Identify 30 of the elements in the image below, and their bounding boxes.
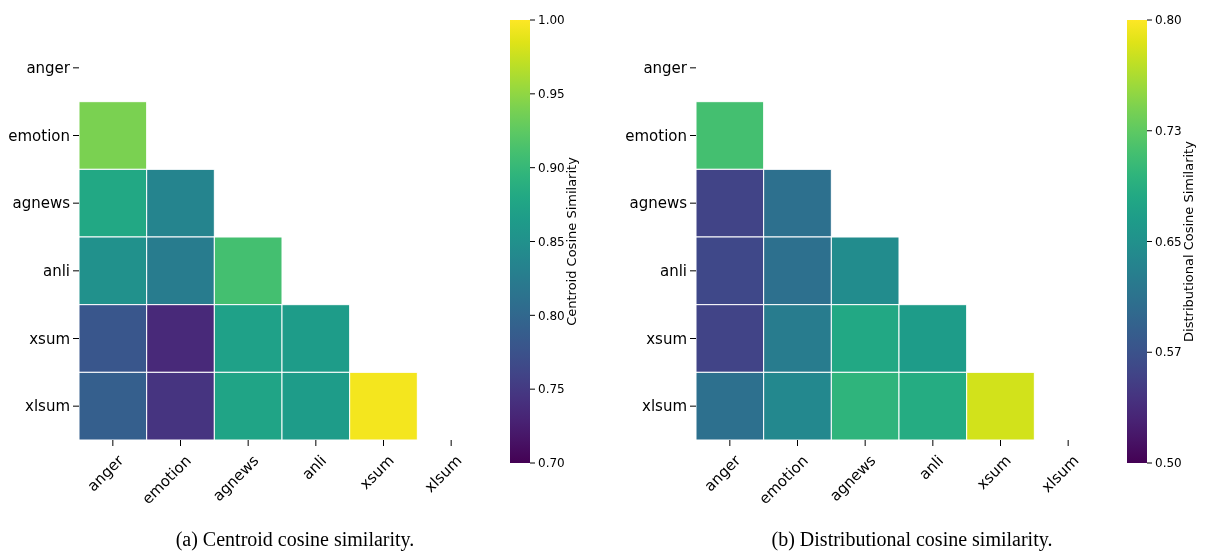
color-bar-label: 0.80: [1155, 13, 1182, 28]
y-tick-label: emotion: [8, 126, 70, 145]
color-bar-label: 0.80: [538, 308, 565, 323]
y-tick-label: xsum: [29, 329, 70, 348]
color-bar-title: Distributional Cosine Similarity: [1181, 140, 1196, 342]
color-bar-label: 0.50: [1155, 456, 1182, 471]
text: (b) Distributional cosine similarity.: [771, 528, 1053, 551]
y-tick-label: xsum: [646, 329, 687, 348]
x-tick-label: anli: [298, 451, 331, 484]
color-bar-label: 0.85: [538, 234, 565, 249]
y-tick-label: anli: [659, 262, 687, 281]
y-tick-label: anli: [42, 262, 70, 281]
y-tick-label: agnews: [629, 194, 688, 213]
y-tick-label: agnews: [12, 194, 71, 213]
y-tick-label: emotion: [625, 126, 687, 145]
color-bar-label: 0.70: [538, 456, 565, 471]
y-tick-label: anger: [643, 59, 688, 78]
color-bar-label: 0.73: [1155, 123, 1182, 138]
color-bar-label: 0.57: [1155, 345, 1182, 360]
x-tick-label: anli: [915, 451, 948, 484]
color-bar-label: 0.95: [538, 87, 565, 102]
y-tick-label: xlsum: [642, 397, 687, 416]
color-bar-label: 1.00: [538, 13, 565, 28]
y-tick-label: xlsum: [25, 397, 70, 416]
y-tick-label: anger: [26, 59, 71, 78]
color-bar-label: 0.90: [538, 160, 565, 175]
color-bar-label: 0.75: [538, 382, 565, 397]
text: (a) Centroid cosine similarity.: [175, 528, 415, 551]
color-bar-label: 0.65: [1155, 234, 1182, 249]
color-bar-title: Centroid Cosine Similarity: [564, 156, 579, 326]
